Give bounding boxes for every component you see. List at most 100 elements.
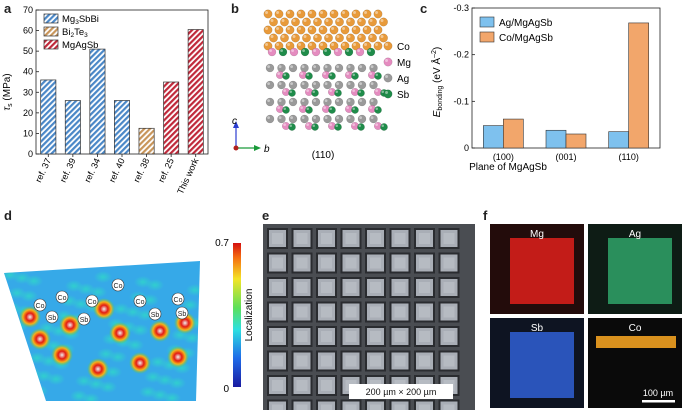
elf-atom-label: Sb: [151, 312, 160, 319]
grid-cell-inner: [370, 233, 381, 244]
atom: [334, 80, 344, 90]
atom: [269, 33, 278, 43]
atom-highlight: [289, 90, 292, 93]
atom-highlight: [320, 43, 323, 46]
a-bar: [114, 100, 130, 155]
atom: [289, 47, 299, 57]
atom: [374, 106, 382, 114]
atom-highlight: [369, 35, 373, 38]
elf-atom-marker: [111, 278, 125, 292]
atom-highlight: [347, 65, 351, 68]
atom: [324, 33, 333, 43]
atom-highlight: [358, 19, 362, 23]
b-axis-head: [254, 145, 261, 151]
atom: [379, 33, 388, 43]
elf-atom-label: Co: [88, 299, 97, 306]
atom: [346, 80, 355, 90]
atom: [373, 9, 383, 19]
grid-cell-inner: [370, 331, 381, 342]
atom-highlight: [342, 43, 345, 46]
atom-highlight: [287, 27, 290, 31]
f-scale-label: 100 µm: [643, 388, 673, 398]
atom: [274, 25, 284, 35]
atom-highlight: [323, 106, 326, 109]
grid-cell-inner: [345, 355, 357, 367]
atom-highlight: [381, 90, 384, 93]
a-legend-label: Bi2Te3: [62, 27, 88, 39]
eds-label: Co: [629, 323, 642, 334]
atom-highlight: [267, 116, 270, 119]
grid-cell-inner: [394, 404, 406, 410]
atom-highlight: [336, 99, 339, 102]
atom: [263, 41, 273, 51]
atom: [366, 47, 376, 57]
colorbar: [233, 243, 241, 387]
atom-highlight: [267, 82, 270, 85]
panel-label-a: a: [4, 1, 12, 16]
atom-highlight: [312, 124, 315, 127]
panel-label-f: f: [483, 208, 488, 223]
atom: [355, 47, 365, 57]
atom: [277, 63, 286, 73]
atom-highlight: [265, 43, 268, 46]
atom-highlight: [290, 99, 293, 102]
grid-cell-inner: [443, 233, 455, 244]
atom-highlight: [280, 49, 283, 52]
atom-highlight: [336, 65, 339, 68]
colorbar-label: Localization: [244, 289, 255, 342]
atom-highlight: [364, 27, 367, 31]
atom-highlight: [283, 73, 286, 76]
atom-highlight: [370, 82, 374, 85]
atom: [265, 114, 275, 124]
atom-highlight: [347, 99, 351, 102]
atom: [300, 114, 309, 124]
a-xtick-label: This work: [175, 156, 201, 196]
atom: [305, 72, 313, 80]
atom-highlight: [342, 11, 345, 14]
atom: [374, 72, 382, 80]
atom: [285, 41, 295, 51]
atom: [369, 63, 378, 73]
c-bar: [503, 118, 524, 149]
elf-soft-region: [18, 382, 36, 394]
atom-highlight: [309, 43, 312, 46]
atom: [383, 89, 393, 99]
grid-cell-inner: [321, 355, 332, 367]
grid-cell-inner: [345, 257, 357, 269]
grid-cell-inner: [272, 233, 283, 244]
atom-highlight: [369, 106, 372, 109]
elf-atom-label: Co: [114, 283, 123, 290]
atom-highlight: [323, 72, 326, 75]
a-bar: [64, 100, 81, 155]
atom: [269, 17, 278, 27]
atom: [302, 33, 311, 43]
b-legend-label: Co: [397, 42, 410, 53]
atom: [311, 97, 321, 107]
atom-highlight: [309, 11, 312, 14]
atom: [383, 73, 393, 83]
elf-atom-marker: [45, 310, 59, 324]
atom-highlight: [287, 11, 290, 14]
atom-highlight: [352, 73, 355, 76]
grid-cell-inner: [370, 306, 381, 318]
atom: [369, 80, 378, 90]
a-ytick-label: 60: [23, 26, 33, 36]
grid-cell-inner: [345, 404, 357, 410]
atom-highlight: [336, 35, 340, 38]
atom: [311, 123, 319, 131]
grid-cell-inner: [272, 282, 283, 293]
atom: [313, 17, 322, 27]
b-legend-label: Sb: [397, 90, 410, 101]
atom-highlight: [306, 89, 309, 92]
atom-highlight: [336, 19, 340, 23]
atom-highlight: [278, 116, 282, 119]
eds-square: [608, 238, 672, 304]
c-bar: [608, 131, 629, 149]
grid-cell-inner: [394, 306, 406, 318]
elf-atom-marker: [33, 298, 47, 312]
atom: [322, 47, 332, 57]
atom-highlight: [359, 65, 362, 68]
colorbar-max: 0.7: [215, 238, 229, 249]
atom: [288, 97, 298, 107]
